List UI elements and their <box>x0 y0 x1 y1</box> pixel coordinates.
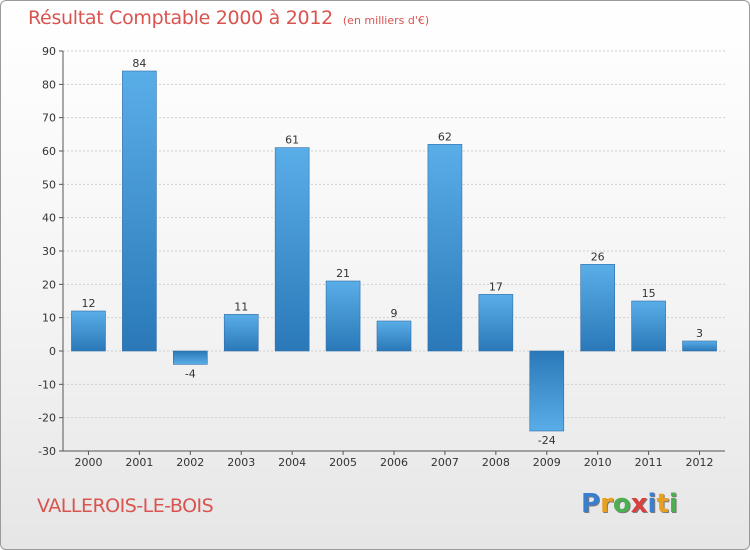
y-tick-label: 30 <box>42 245 56 258</box>
y-tick-label: 70 <box>42 112 56 125</box>
logo-letter: x <box>630 489 648 519</box>
value-label-2007: 62 <box>438 130 452 143</box>
value-label-2003: 11 <box>234 300 248 313</box>
x-tick-label-2009: 2009 <box>533 456 561 469</box>
y-tick-label: 80 <box>42 78 56 91</box>
x-tick-label-2011: 2011 <box>635 456 663 469</box>
bar-2003 <box>223 314 259 352</box>
axes <box>59 50 725 455</box>
bar-2012 <box>682 340 717 352</box>
bar-2000 <box>71 310 106 352</box>
chart-subtitle: (en milliers d'€) <box>342 14 430 27</box>
x-tick-label-2006: 2006 <box>380 456 408 469</box>
x-tick-label-2005: 2005 <box>329 456 357 469</box>
value-label-2002: -4 <box>185 367 196 380</box>
y-tick-label: -30 <box>38 445 56 458</box>
x-tick-label-2000: 2000 <box>74 456 102 469</box>
x-tick-label-2003: 2003 <box>227 456 255 469</box>
bar-2004 <box>274 147 310 352</box>
x-tick-label-2012: 2012 <box>686 456 714 469</box>
bar-2005 <box>325 280 361 352</box>
value-label-2005: 21 <box>336 267 350 280</box>
bars <box>71 70 717 432</box>
bar-2007 <box>427 144 463 352</box>
x-tick-label-2002: 2002 <box>176 456 204 469</box>
bar-2009 <box>529 350 565 432</box>
logo-letter: t <box>656 489 669 519</box>
value-label-2008: 17 <box>489 280 503 293</box>
y-tick-label: 10 <box>42 312 56 325</box>
x-tick-label-2004: 2004 <box>278 456 306 469</box>
bar-2006 <box>376 320 412 352</box>
y-tick-label: 40 <box>42 212 56 225</box>
x-tick-label-2001: 2001 <box>125 456 153 469</box>
logo-letter: i <box>647 489 657 519</box>
commune-name: VALLEROIS-LE-BOIS <box>37 495 214 517</box>
value-label-2009: -24 <box>538 434 556 447</box>
y-tick-label: 90 <box>42 45 56 58</box>
labels: -30 -20 -10 0 10 20 30 40 50 60 70 80 90 12 2000 84 2001… <box>38 45 714 469</box>
value-label-2006: 9 <box>391 307 398 320</box>
value-label-2012: 3 <box>696 327 703 340</box>
y-tick-label: 0 <box>49 345 56 358</box>
x-tick-label-2008: 2008 <box>482 456 510 469</box>
bar-2008 <box>478 294 514 352</box>
bar-2002 <box>173 350 208 365</box>
logo-letter: o <box>612 489 631 519</box>
y-tick-label: 20 <box>42 278 56 291</box>
title-text: Résultat Comptable 2000 à 2012 <box>28 7 333 29</box>
value-label-2011: 15 <box>642 287 656 300</box>
y-tick-label: -10 <box>38 378 56 391</box>
y-tick-label: 50 <box>42 178 56 191</box>
value-label-2001: 84 <box>132 57 146 70</box>
y-tick-label: 60 <box>42 145 56 158</box>
bar-2001 <box>122 70 157 352</box>
grid-lines <box>63 50 725 452</box>
logo-letter: r <box>600 489 613 519</box>
y-tick-label: -20 <box>38 412 56 425</box>
bar-2010 <box>580 264 615 352</box>
chart-title: Résultat Comptable 2000 à 2012 (en millie… <box>28 7 429 29</box>
proxiti-logo[interactable]: Proxiti <box>581 489 678 519</box>
value-label-2010: 26 <box>591 250 605 263</box>
logo-letter: P <box>581 489 601 519</box>
value-label-2004: 61 <box>285 134 299 147</box>
value-label-2000: 12 <box>81 297 95 310</box>
logo-letter: i <box>668 489 678 519</box>
x-tick-label-2007: 2007 <box>431 456 459 469</box>
bar-2011 <box>631 300 666 352</box>
x-tick-label-2010: 2010 <box>584 456 612 469</box>
